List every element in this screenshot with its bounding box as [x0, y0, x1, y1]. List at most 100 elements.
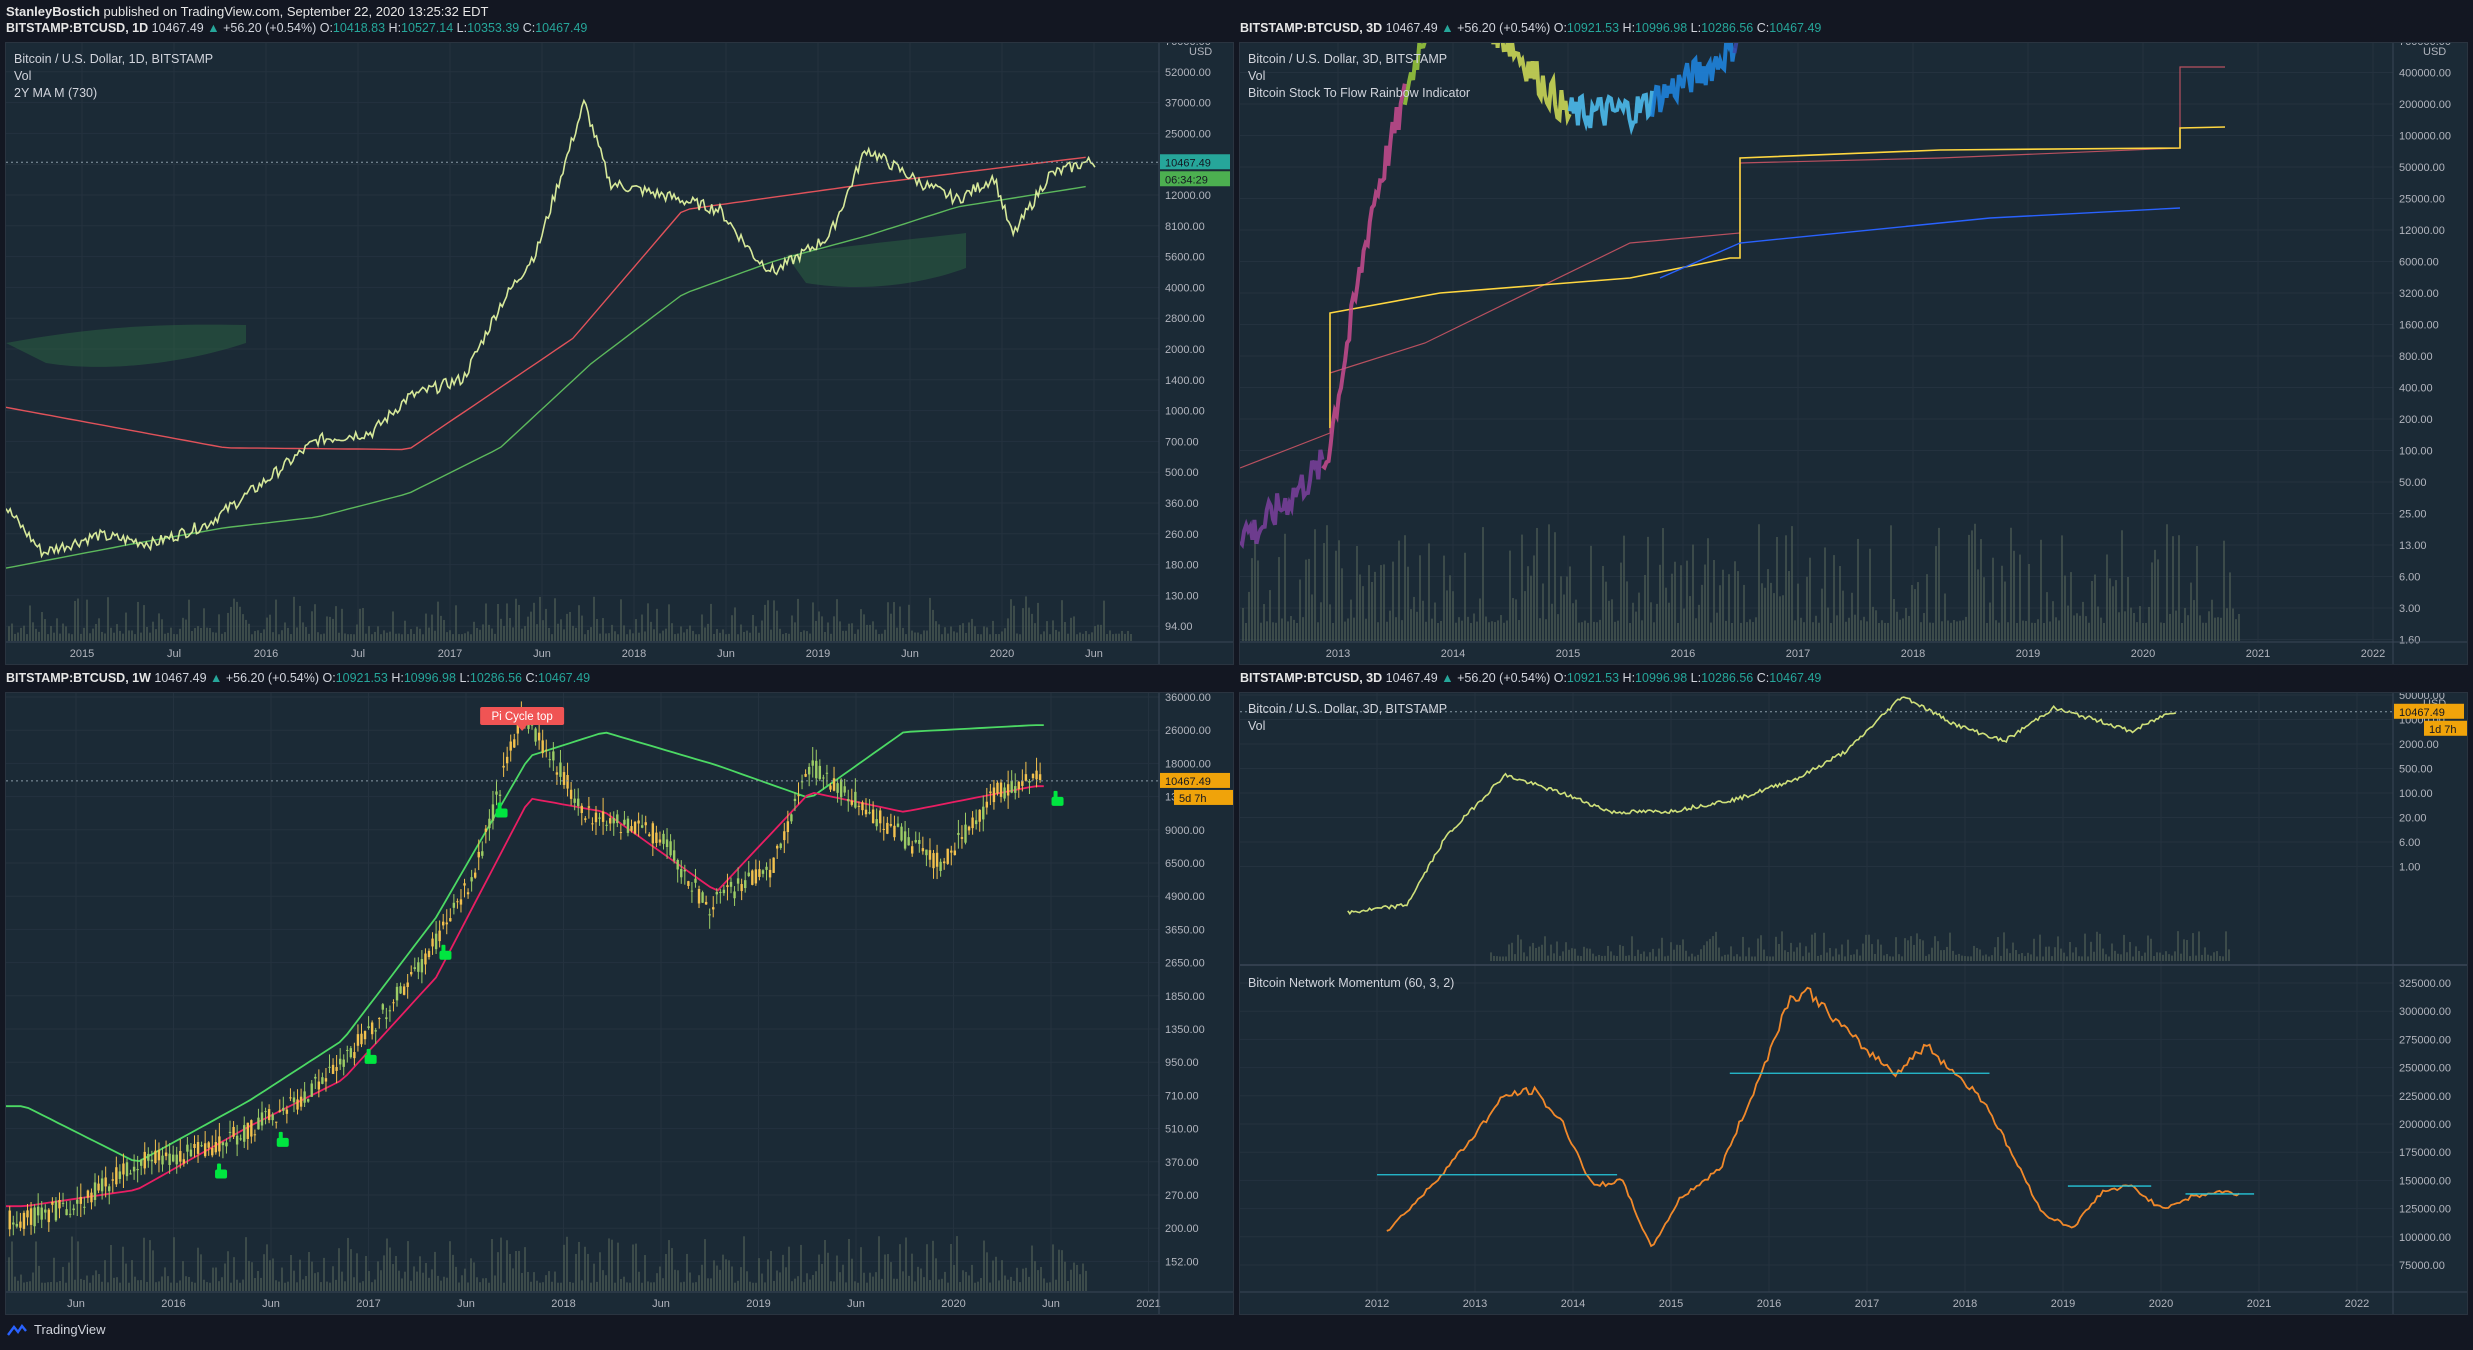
p2-volume-bar [2136, 622, 2138, 641]
p3-volume-bar [1085, 1270, 1087, 1291]
p2-volume-bar [1818, 622, 1820, 641]
p2-rainbow-segment [1240, 449, 1325, 549]
chart-panel-momentum[interactable]: 2012 2013 2014 2015 2016 2017 2018 2019 2020 2021… [1239, 692, 2468, 1315]
p2-volume-bar [1965, 616, 1967, 641]
p1-volume-bar [335, 606, 337, 641]
p2-volume-bar [1542, 583, 1544, 641]
p3-candle-body [569, 789, 573, 799]
y-tick-label: 5600.00 [1165, 252, 1205, 264]
p3-volume-bar [32, 1272, 34, 1291]
p2-volume-bar [1311, 594, 1313, 641]
p3-volume-bar [944, 1271, 946, 1291]
p2-volume-bar [2022, 620, 2024, 641]
chart-panel-3d-rainbow[interactable]: 2013 2014 2015 2016 2017 2018 2019 2020 2021 2022… [1239, 42, 2468, 665]
p3-volume-bar [602, 1270, 604, 1291]
p2-volume-bar [1872, 606, 1874, 641]
p3-volume-bar [86, 1275, 88, 1291]
p2-volume-bar [1644, 574, 1646, 641]
y-tick-label: 26000.00 [1165, 725, 1211, 737]
p2-volume-bar [2193, 600, 2195, 641]
p1-volume-bar [752, 614, 754, 641]
p4-volume-bar [1985, 954, 1987, 961]
y-tick-label: 270.00 [1165, 1190, 1199, 1202]
p2-volume-bar [2184, 607, 2186, 641]
p2-volume-bar [1917, 582, 1919, 641]
p2-volume-bar [1335, 550, 1337, 641]
p4-volume-bar [1781, 931, 1783, 961]
p3-arrow-icon: ▲ [210, 671, 223, 685]
p3-volume-bar [962, 1270, 964, 1291]
x-tick-label: 2016 [161, 1298, 185, 1310]
p1-volume-bar [728, 633, 730, 641]
p1-volume-bar [926, 630, 928, 641]
p1-volume-bar [407, 634, 409, 641]
p1-volume-bar [182, 617, 184, 641]
p3-candle-body [29, 1208, 33, 1225]
p1-volume-bar [548, 627, 550, 641]
p4-volume-bar [1565, 942, 1567, 961]
p2-volume-bar [2229, 572, 2231, 641]
p1-volume-bar [347, 634, 349, 641]
p3-volume-bar [977, 1281, 979, 1291]
p1-volume-bar [77, 598, 79, 641]
chart-panel-1d[interactable]: 2015 Jul 2016 Jul 2017 Jun 2018 Jun 2019 Jun 2020 J… [5, 42, 1234, 665]
p4-low: 10286.56 [1701, 671, 1754, 685]
p3-candle-body [275, 1121, 278, 1123]
p1-volume-bar [578, 605, 580, 641]
p4-legend-momentum: Bitcoin Network Momentum (60, 3, 2) [1248, 976, 1455, 990]
y-tick-label: 1850.00 [1165, 991, 1205, 1003]
chart-1d-svg[interactable]: 2015 Jul 2016 Jul 2017 Jun 2018 Jun 2019 Jun 2020 J… [6, 43, 1233, 664]
p2-volume-bar [2187, 615, 2189, 641]
p3-candle-body [921, 848, 925, 852]
p2-volume-bar [1278, 557, 1280, 641]
p2-volume-bar [1365, 618, 1367, 641]
p3-candle-body [633, 821, 637, 834]
p1-volume-bar [737, 634, 739, 641]
p3-candle-body [800, 781, 804, 783]
p1-volume-bar [902, 627, 904, 641]
chart-1w-svg[interactable]: Jun 2016 Jun 2017 Jun 2018 Jun 2019 Jun 2020 Jun 20… [6, 693, 1233, 1314]
p1-volume-bar [719, 632, 721, 641]
chart-panel-1w[interactable]: Jun 2016 Jun 2017 Jun 2018 Jun 2019 Jun 2020 Jun 20… [5, 692, 1234, 1315]
p3-volume-bar [446, 1277, 448, 1291]
p2-volume-bar [1323, 543, 1325, 641]
p2-volume-bar [2172, 536, 2174, 641]
p3-volume-bar [845, 1282, 847, 1291]
p3-volume-bar [386, 1238, 388, 1291]
p2-header: BITSTAMP:BTCUSD, 3D 10467.49 ▲ +56.20 (+… [1240, 21, 1822, 35]
p3-volume-bar [236, 1279, 238, 1291]
chart-momentum-svg[interactable]: 2012 2013 2014 2015 2016 2017 2018 2019 2020 2021… [1240, 693, 2467, 1314]
p2-volume-bar [1707, 538, 1709, 641]
p3-volume-bar [644, 1255, 646, 1291]
p3-candle-body [914, 840, 917, 843]
thumbs-up-icon-thumb [497, 802, 502, 810]
footer-brand: TradingView [34, 1322, 106, 1337]
p3-volume-bar [299, 1259, 301, 1291]
p1-volume-bar [224, 632, 226, 641]
p1-volume-bar [1028, 607, 1030, 641]
p2-volume-bar [1974, 523, 1976, 641]
p2-volume-bar [1812, 622, 1814, 641]
p1-volume-bar [860, 609, 862, 641]
p3-volume-bar [884, 1254, 886, 1291]
p3-candle-body [907, 837, 910, 846]
p2-volume-bar [1554, 532, 1556, 641]
p3-candle-body [619, 832, 623, 834]
p2-volume-bar [1326, 525, 1328, 641]
p4-volume-bar [1733, 956, 1735, 961]
p3-symbol: BITSTAMP:BTCUSD, 1W [6, 671, 151, 685]
p2-volume-bar [1482, 527, 1484, 641]
p2-volume-bar [1800, 617, 1802, 641]
p3-volume-bar [383, 1255, 385, 1291]
p2-volume-bar [1761, 583, 1763, 641]
p3-volume-bar [506, 1240, 508, 1291]
p2-volume-bar [2181, 622, 2183, 641]
p3-candle-body [758, 869, 761, 877]
p1-volume-bar [677, 633, 679, 641]
p4-close: 10467.49 [1769, 671, 1822, 685]
p3-volume-bar [947, 1282, 949, 1291]
p2-volume-bar [1260, 622, 1262, 641]
p1-volume-bar [281, 630, 283, 641]
chart-3d-rainbow-svg[interactable]: 2013 2014 2015 2016 2017 2018 2019 2020 2021 2022… [1240, 43, 2467, 664]
p4-volume-bar [2117, 953, 2119, 961]
